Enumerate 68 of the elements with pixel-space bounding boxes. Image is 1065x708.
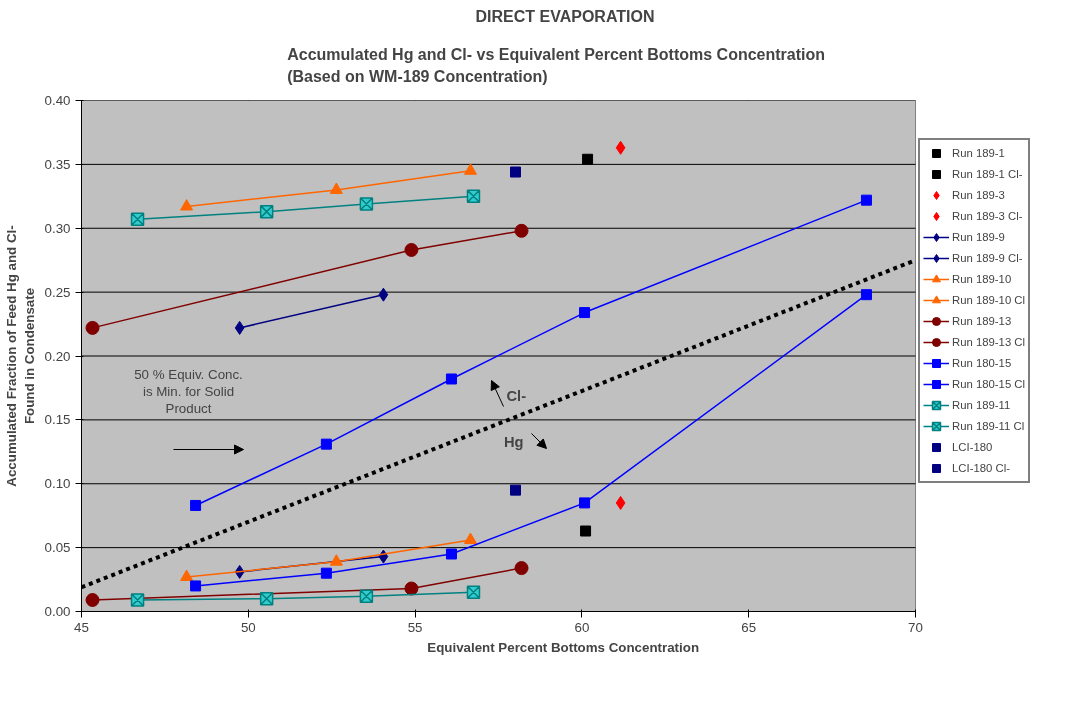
x-tick-label: 45 <box>74 619 89 635</box>
point <box>579 307 591 319</box>
y-tick-label: 0.10 <box>44 476 71 492</box>
point <box>860 289 872 301</box>
y-tick-label: 0.25 <box>44 284 71 300</box>
point <box>615 140 626 155</box>
x-tick-label: 50 <box>240 619 256 635</box>
x-tick-label: 65 <box>741 619 757 635</box>
y-tick-label: 0.30 <box>44 220 71 236</box>
chart-subtitle: Accumulated Hg and Cl- vs Equivalent Percent Bottoms Concentration (Based on WM-189 Concentration) <box>287 46 826 86</box>
point <box>514 223 529 238</box>
legend-label: Run 189-1 Cl- <box>952 167 1023 182</box>
point <box>404 581 419 596</box>
annotation: 50 % Equiv. Conc. is Min. for Solid Product <box>134 366 243 417</box>
point <box>615 495 626 510</box>
x-tick-label: 70 <box>908 619 923 635</box>
point <box>510 166 522 178</box>
legend-label: Run 189-11 Cl <box>952 419 1025 434</box>
point <box>445 373 457 385</box>
point <box>445 548 457 560</box>
y-axis-title: Accumulated Fraction of Feed Hg and Cl- Found in Condensate <box>3 225 37 487</box>
point <box>404 242 419 257</box>
point <box>378 287 389 302</box>
x-tick-label: 55 <box>407 619 423 635</box>
point <box>180 199 194 211</box>
y-tick-label: 0.20 <box>44 348 71 364</box>
legend-label: Run 180-15 <box>952 356 1012 371</box>
legend-label: Run 189-13 Cl <box>952 335 1026 350</box>
x-tick-label: 60 <box>574 619 590 635</box>
legend-label: Run 189-3 Cl- <box>952 209 1023 224</box>
legend-label: Run 189-10 Cl <box>952 293 1026 308</box>
annotation: Cl- <box>506 387 527 404</box>
legend-label: Run 189-1 <box>952 146 1005 161</box>
y-tick-label: 0.00 <box>44 604 71 619</box>
y-tick-label: 0.35 <box>44 156 71 172</box>
y-tick-label: 0.05 <box>44 540 71 556</box>
point <box>580 525 592 537</box>
point <box>860 194 872 206</box>
legend-label: Run 189-3 <box>952 188 1005 203</box>
point <box>329 554 343 566</box>
point <box>510 484 522 496</box>
point <box>463 532 477 544</box>
point <box>582 153 594 165</box>
legend-label: Run 189-9 Cl- <box>952 251 1023 266</box>
annotation: Hg <box>503 433 524 450</box>
point <box>190 580 202 592</box>
point <box>85 593 100 607</box>
legend-label: Run 189-9 <box>952 230 1005 245</box>
point <box>320 567 332 579</box>
point <box>514 561 529 576</box>
point <box>190 499 202 511</box>
point <box>320 438 332 450</box>
chart-title: DIRECT EVAPORATION <box>475 7 655 25</box>
y-tick-label: 0.15 <box>44 412 71 428</box>
x-axis-title: Equivalent Percent Bottoms Concentration <box>427 639 700 655</box>
point <box>329 182 343 194</box>
point <box>463 163 477 175</box>
legend-label: Run 189-13 <box>952 314 1012 329</box>
point <box>579 497 591 509</box>
point <box>180 569 194 581</box>
point <box>85 320 100 335</box>
legend-label: Run 189-11 <box>952 398 1011 413</box>
point <box>234 320 245 335</box>
legend-label: Run 180-15 Cl <box>952 377 1026 392</box>
legend-label: Run 189-10 <box>952 272 1012 287</box>
legend-label: LCI-180 Cl- <box>952 461 1010 476</box>
legend-label: LCI-180 <box>952 440 993 455</box>
y-tick-label: 0.40 <box>44 93 71 108</box>
